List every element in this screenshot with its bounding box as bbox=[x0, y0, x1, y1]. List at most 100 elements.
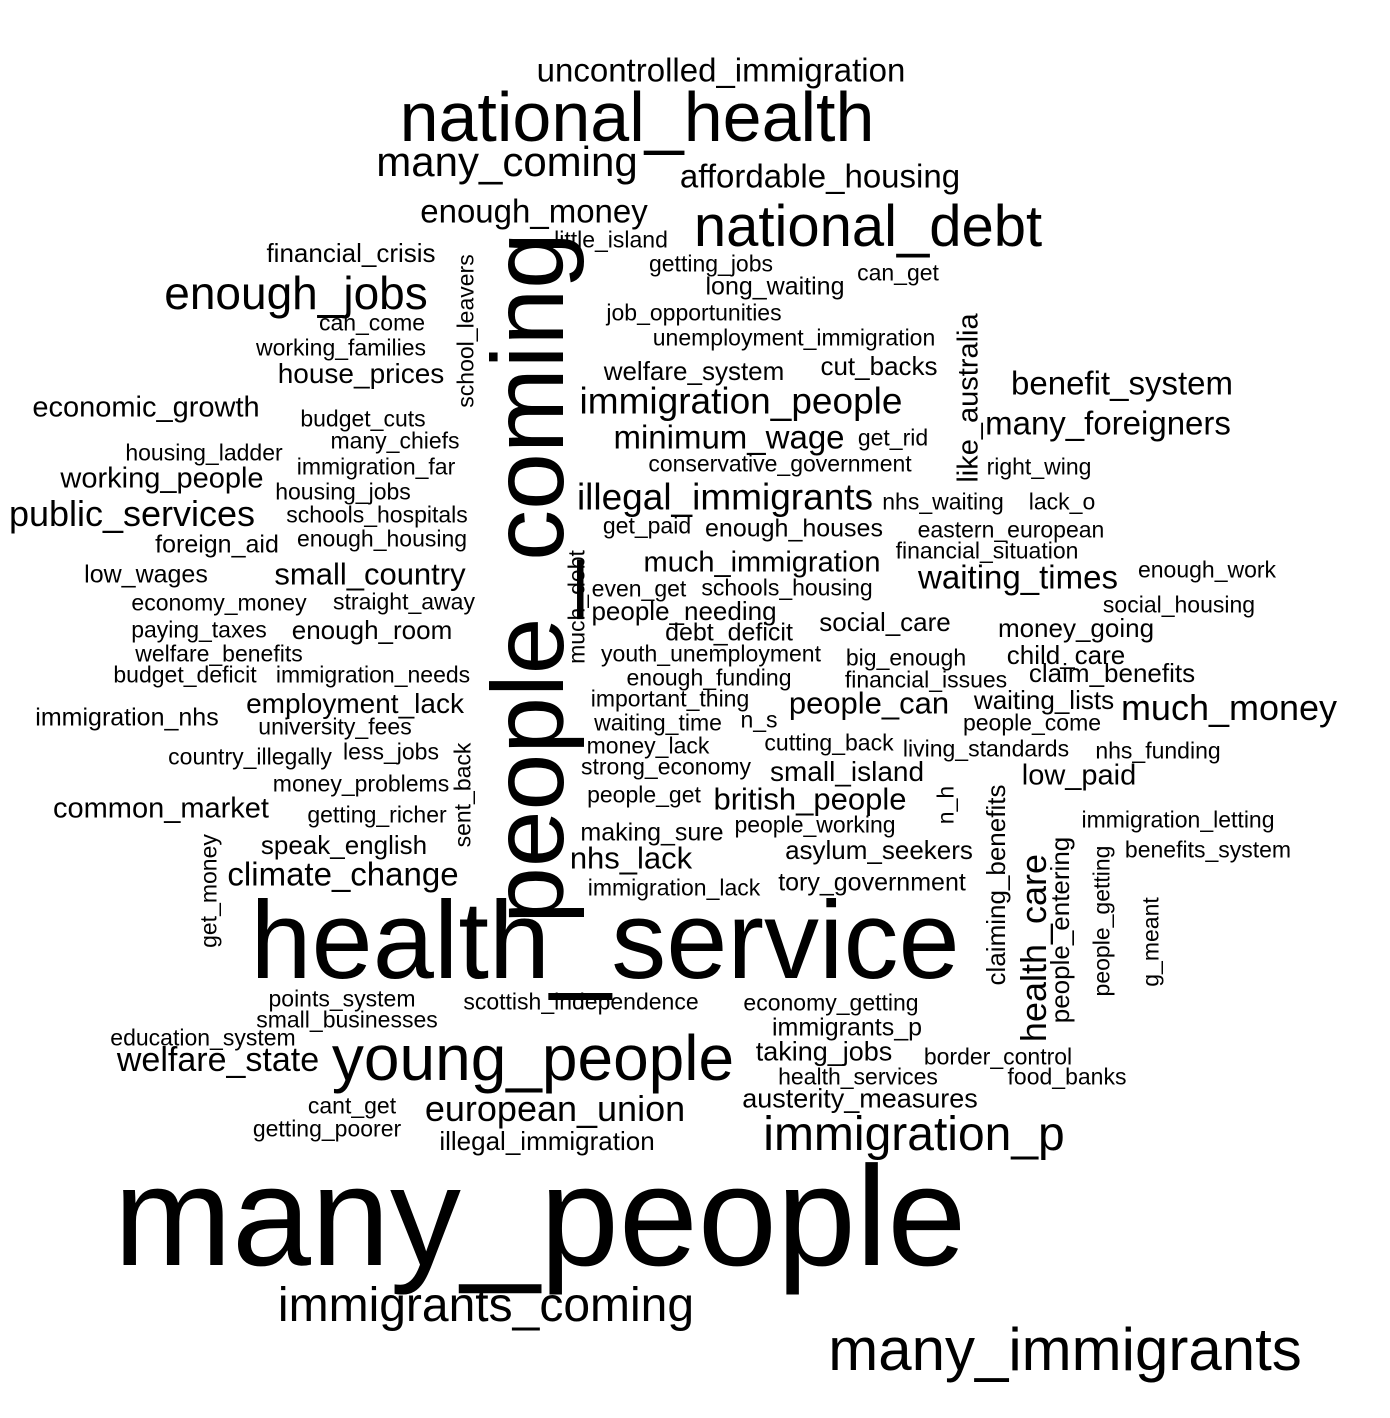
word-food-banks: food_banks bbox=[1007, 1063, 1127, 1090]
word-strong-economy: strong_economy bbox=[580, 753, 752, 780]
word-cant-get: cant_get bbox=[307, 1092, 397, 1119]
word-climate-change: climate_change bbox=[227, 855, 459, 893]
word-many-chiefs: many_chiefs bbox=[330, 427, 460, 454]
word-small-country: small_country bbox=[274, 556, 466, 592]
word-small-businesses: small_businesses bbox=[256, 1006, 438, 1033]
word-much-money: much_money bbox=[1120, 687, 1338, 728]
word-schools-hospitals: schools_hospitals bbox=[286, 501, 468, 528]
word-small-island: small_island bbox=[769, 756, 925, 787]
word-n-s: n_s bbox=[740, 706, 778, 733]
word-much-debt: much_debt bbox=[563, 550, 590, 664]
word-long-waiting: long_waiting bbox=[705, 272, 845, 301]
word-living-standards: living_standards bbox=[902, 735, 1070, 762]
word-nhs-lack: nhs_lack bbox=[569, 840, 693, 876]
word-speak-english: speak_english bbox=[260, 830, 428, 860]
word-waiting-time: waiting_time bbox=[594, 709, 722, 736]
word-immigrants-coming: immigrants_coming bbox=[277, 1279, 695, 1332]
word-tory-government: tory_government bbox=[778, 868, 966, 897]
word-national-health: national_health bbox=[399, 78, 875, 156]
word-child-care: child_care bbox=[1006, 640, 1126, 670]
word-money-problems: money_problems bbox=[272, 770, 450, 797]
word-sent-back: sent_back bbox=[449, 742, 476, 848]
word-even-get: even_get bbox=[591, 575, 687, 602]
word-getting-richer: getting_richer bbox=[307, 801, 447, 828]
word-immigration-far: immigration_far bbox=[296, 453, 456, 480]
word-health-services: health_services bbox=[778, 1063, 938, 1090]
word-enough-jobs: enough_jobs bbox=[164, 267, 428, 319]
word-debt-deficit: debt_deficit bbox=[665, 618, 793, 647]
word-common-market: common_market bbox=[53, 792, 269, 825]
word-people-get: people_get bbox=[587, 781, 701, 808]
word-housing-ladder: housing_ladder bbox=[125, 439, 283, 466]
word-national-debt: national_debt bbox=[693, 194, 1043, 259]
word-eastern-european: eastern_european bbox=[917, 516, 1105, 543]
word-less-jobs: less_jobs bbox=[343, 738, 439, 765]
word-immigration-p: immigration_p bbox=[763, 1108, 1065, 1161]
word-economy-getting: economy_getting bbox=[743, 989, 919, 1016]
word-education-system: education_system bbox=[110, 1024, 296, 1051]
word-financial-issues: financial_issues bbox=[844, 666, 1008, 693]
word-benefit-system: benefit_system bbox=[1011, 364, 1233, 402]
word-economic-growth: economic_growth bbox=[32, 391, 260, 424]
word-public-services: public_services bbox=[8, 493, 256, 534]
word-social-care: social_care bbox=[819, 607, 951, 637]
word-health-service: health_service bbox=[250, 879, 960, 1002]
word-financial-situation: financial_situation bbox=[895, 537, 1079, 564]
word-straight-away: straight_away bbox=[333, 588, 475, 615]
word-illegal-immigration: illegal_immigration bbox=[439, 1126, 655, 1156]
word-immigration-letting: immigration_letting bbox=[1081, 806, 1275, 833]
word-immigration-people: immigration_people bbox=[579, 380, 903, 422]
word-employment-lack: employment_lack bbox=[246, 688, 464, 719]
word-people-entering: people_entering bbox=[1045, 836, 1075, 1024]
word-much-immigration: much_immigration bbox=[643, 546, 881, 579]
word-money-going: money_going bbox=[997, 613, 1155, 643]
word-immigration-nhs: immigration_nhs bbox=[35, 703, 219, 732]
word-affordable-housing: affordable_housing bbox=[679, 157, 961, 195]
word-many-immigrants: many_immigrants bbox=[828, 1316, 1302, 1383]
word-conservative-government: conservative_government bbox=[648, 450, 912, 477]
word-immigrants-p: immigrants_p bbox=[771, 1013, 923, 1042]
word-financial-crisis: financial_crisis bbox=[266, 238, 436, 268]
word-lack-o: lack_o bbox=[1028, 488, 1096, 515]
word-school-leavers: school_leavers bbox=[452, 254, 479, 408]
word-cutting-back: cutting_back bbox=[764, 729, 894, 756]
word-getting-jobs: getting_jobs bbox=[648, 250, 774, 277]
word-people-working: people_working bbox=[734, 811, 896, 838]
word-illegal-immigrants: illegal_immigrants bbox=[576, 476, 874, 518]
word-claiming-benefits: claiming_benefits bbox=[981, 784, 1011, 986]
word-working-families: working_families bbox=[255, 334, 427, 361]
word-many-foreigners: many_foreigners bbox=[985, 404, 1231, 442]
word-welfare-system: welfare_system bbox=[603, 356, 785, 386]
word-minimum-wage: minimum_wage bbox=[613, 418, 845, 456]
word-people-needing: people_needing bbox=[591, 596, 777, 626]
word-border-control: border_control bbox=[923, 1043, 1073, 1070]
word-people-come: people_come bbox=[962, 709, 1102, 736]
word-benefits-system: benefits_system bbox=[1124, 836, 1292, 863]
word-waiting-times: waiting_times bbox=[918, 558, 1118, 596]
word-g-meant: g_meant bbox=[1137, 897, 1164, 987]
word-immigration-needs: immigration_needs bbox=[275, 661, 471, 688]
word-university-fees: university_fees bbox=[258, 713, 412, 740]
word-job-opportunities: job_opportunities bbox=[606, 299, 782, 326]
word-cut-backs: cut_backs bbox=[820, 351, 938, 381]
word-enough-houses: enough_houses bbox=[705, 514, 883, 543]
word-enough-funding: enough_funding bbox=[626, 664, 792, 691]
word-n-h: n_h bbox=[932, 785, 959, 825]
word-austerity-measures: austerity_measures bbox=[742, 1083, 978, 1114]
word-british-people: british_people bbox=[713, 781, 907, 817]
word-welfare-state: welfare_state bbox=[116, 1041, 320, 1079]
word-country-illegally: country_illegally bbox=[168, 743, 332, 770]
word-foreign-aid: foreign_aid bbox=[155, 530, 279, 559]
word-working-people: working_people bbox=[60, 462, 264, 495]
word-get-money: get_money bbox=[195, 834, 222, 948]
word-housing-jobs: housing_jobs bbox=[275, 478, 411, 505]
word-welfare-benefits: welfare_benefits bbox=[135, 640, 303, 667]
word-big-enough: big_enough bbox=[845, 644, 967, 671]
word-low-paid: low_paid bbox=[1021, 759, 1137, 792]
word-low-wages: low_wages bbox=[84, 560, 208, 589]
word-many-people: many_people bbox=[113, 1137, 967, 1296]
word-taking-jobs: taking_jobs bbox=[755, 1036, 893, 1067]
word-claim-benefits: claim_benefits bbox=[1028, 658, 1196, 688]
word-youth-unemployment: youth_unemployment bbox=[601, 640, 821, 667]
